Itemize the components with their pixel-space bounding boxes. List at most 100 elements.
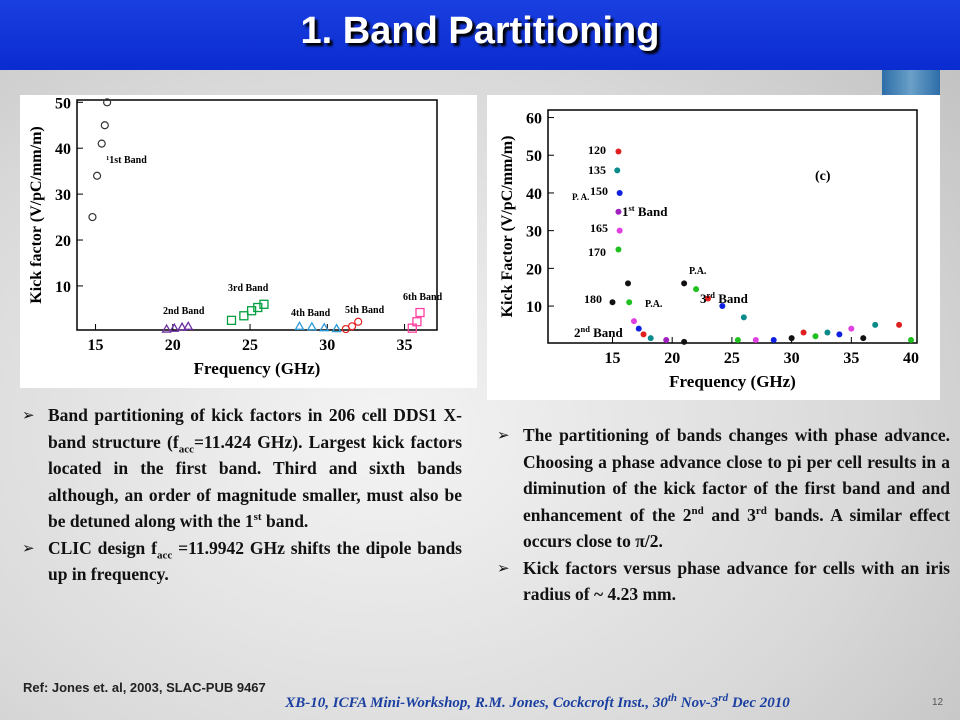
x-tick-label: 20 [664,350,680,367]
point [734,336,741,343]
point [719,303,726,310]
point [103,98,112,107]
text-run: 2 [574,325,581,340]
text-run: band. [261,511,309,531]
superscript: rd [755,504,767,517]
x-tick-label: 35 [397,337,413,354]
text-run: Band [590,325,624,340]
point [800,329,807,336]
left-bullets: Band partitioning of kick factors in 206… [22,402,462,588]
point [640,331,647,338]
point [306,321,317,331]
point [97,139,106,148]
superscript: 1 [106,155,109,162]
point [614,167,621,174]
right-bullets: The partitioning of bands changes with p… [497,422,950,608]
point [625,280,632,287]
point [176,321,188,331]
point [693,286,700,293]
point [681,280,688,287]
annotation: 135 [588,163,606,177]
text-run: 150 [590,184,608,198]
point [616,227,623,234]
superscript: rd [718,692,729,704]
superscript: th [667,692,678,704]
point [824,329,831,336]
annotation: 165 [590,221,608,235]
point [836,331,843,338]
point [347,322,357,331]
point [88,212,97,222]
point [415,307,425,318]
text-run: 4th Band [291,308,331,319]
text-run: 135 [588,163,606,177]
point [615,208,622,215]
text-run: 5th Band [345,305,385,316]
annotation: 3rd Band [700,290,749,306]
x-axis-label: Frequency (GHz) [194,359,321,378]
plot-band-partitioning: 15 20 25 30 35 10 20 30 40 50 Frequency (GHz) Kick … [20,95,477,388]
point [319,322,330,332]
y-tick-label: 40 [55,141,71,158]
point [239,311,249,321]
point [354,317,363,326]
y-tick-label: 20 [526,261,542,278]
annotation: 5th Band [345,305,385,316]
annotation: 6th Band [403,292,443,303]
text-run: XB-10, ICFA Mini-Workshop, R.M. Jones, C… [285,695,668,711]
point [770,336,777,343]
point [635,325,642,332]
annotation: P.A. [689,266,707,277]
annotation: 1st Band [622,203,668,219]
x-tick-label: 30 [784,350,800,367]
point [681,338,688,345]
superscript: nd [691,504,704,517]
annotation: 180 [584,292,602,306]
logo-thumbnail [882,70,940,98]
x-tick-label: 15 [88,337,104,354]
bullet: CLIC design facc =11.9942 GHz shifts the… [22,535,462,588]
text-run: 1st Band [109,155,147,166]
text-run: 170 [588,245,606,259]
annotation: 3rd Band [228,283,269,294]
text-run: Dec 2010 [728,695,790,711]
text-run: 165 [590,221,608,235]
text-run: P.A. [689,266,707,277]
point [872,321,879,328]
annotation: P.A. [645,299,663,310]
y-tick-label: 50 [526,148,542,165]
point [788,335,795,342]
text-run: The partitioning of bands changes with p… [523,425,950,525]
plot-frame [547,109,918,344]
annotation: (c) [815,169,831,184]
y-tick-label: 60 [526,111,542,128]
plot-phase-advance: 15 20 25 30 35 40 10 20 30 40 50 60 Frequency (GHz) K… [487,95,940,400]
text-run: Kick factors versus phase advance for ce… [523,557,950,605]
point [331,323,342,333]
point [253,302,263,313]
text-run: bands. A similar effect occurs close to … [523,504,950,552]
point [615,148,622,155]
header-bar [0,0,960,70]
y-tick-label: 40 [526,186,542,203]
point [663,336,670,343]
y-tick-label: 10 [526,299,542,316]
point [848,325,855,332]
subscript: acc [156,549,173,561]
point [626,299,633,306]
point [100,121,109,130]
x-tick-label: 20 [165,337,181,354]
x-tick-label: 15 [604,350,620,367]
text-run: Band [715,291,749,306]
superscript: st [253,511,262,524]
x-tick-label: 35 [843,350,859,367]
point [647,335,654,342]
text-run: 2nd Band [163,306,205,317]
reference: Ref: Jones et. al, 2003, SLAC-PUB 9467 [23,680,266,695]
point [259,299,269,309]
superscript: rd [707,290,716,300]
text-run: 3 [700,291,707,306]
text-run: 6th Band [403,292,443,303]
text-run: 120 [588,143,606,157]
